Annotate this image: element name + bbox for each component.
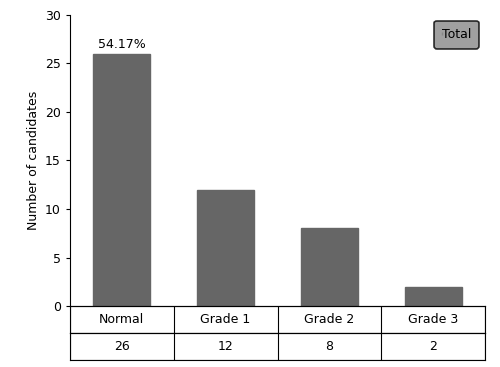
- Bar: [404, 287, 462, 306]
- Text: Normal: Normal: [99, 313, 144, 326]
- Bar: [94, 54, 150, 306]
- Text: Grade 3: Grade 3: [408, 313, 458, 326]
- Bar: [197, 190, 254, 306]
- Text: Grade 1: Grade 1: [200, 313, 251, 326]
- Text: 2: 2: [429, 340, 437, 353]
- Legend: Total: Total: [434, 21, 479, 49]
- Y-axis label: Number of candidates: Number of candidates: [26, 91, 40, 230]
- Text: 8: 8: [326, 340, 334, 353]
- Text: 12: 12: [218, 340, 234, 353]
- Text: Grade 2: Grade 2: [304, 313, 354, 326]
- Bar: [301, 229, 358, 306]
- Text: 26: 26: [114, 340, 130, 353]
- Text: 54.17%: 54.17%: [98, 38, 146, 51]
